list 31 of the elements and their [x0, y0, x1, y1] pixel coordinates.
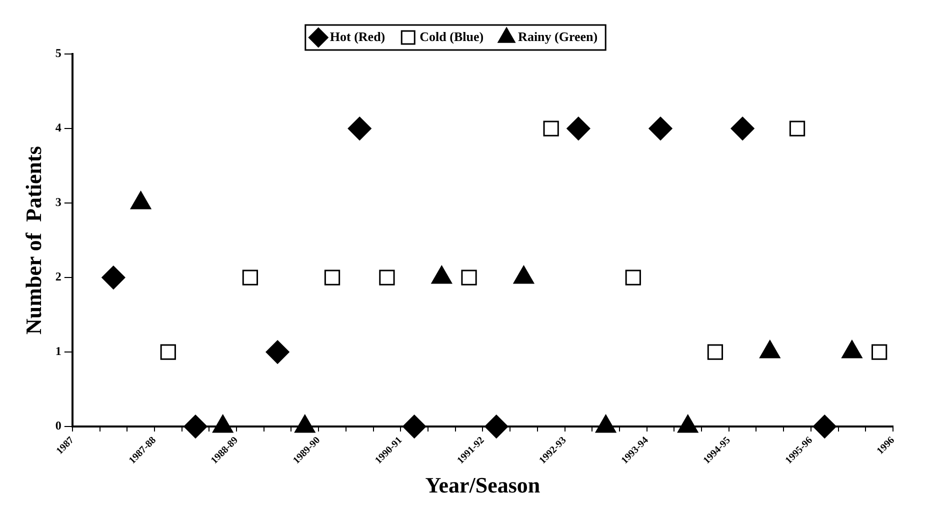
point: [324, 270, 340, 286]
point: [484, 414, 508, 438]
legend-label: Hot (Red): [330, 28, 386, 44]
y-tick-label: 5: [55, 46, 62, 60]
point: [184, 414, 208, 438]
point: [402, 414, 426, 438]
point: [872, 344, 888, 360]
y-tick-label: 3: [55, 195, 62, 210]
y-tick-label: 2: [55, 270, 62, 284]
point: [648, 116, 672, 140]
point: [543, 120, 559, 136]
point: [266, 340, 290, 364]
point: [566, 116, 590, 140]
point: [242, 270, 258, 286]
y-axis-title: Number of Patients: [20, 146, 46, 334]
x-axis-title: Year/Season: [425, 472, 540, 498]
point: [730, 116, 754, 140]
point: [348, 116, 372, 140]
point: [102, 266, 126, 290]
y-tick-label: 4: [55, 120, 62, 135]
point: [625, 270, 641, 286]
legend-label: Rainy (Green): [518, 28, 598, 44]
y-tick-label: 1: [55, 344, 62, 358]
y-tick-label: 0: [55, 418, 62, 433]
legend-label: Cold (Blue): [420, 28, 484, 44]
point: [707, 344, 724, 360]
point: [789, 120, 806, 136]
point: [379, 270, 395, 286]
point: [160, 344, 176, 360]
point: [461, 270, 477, 286]
point: [812, 414, 836, 438]
